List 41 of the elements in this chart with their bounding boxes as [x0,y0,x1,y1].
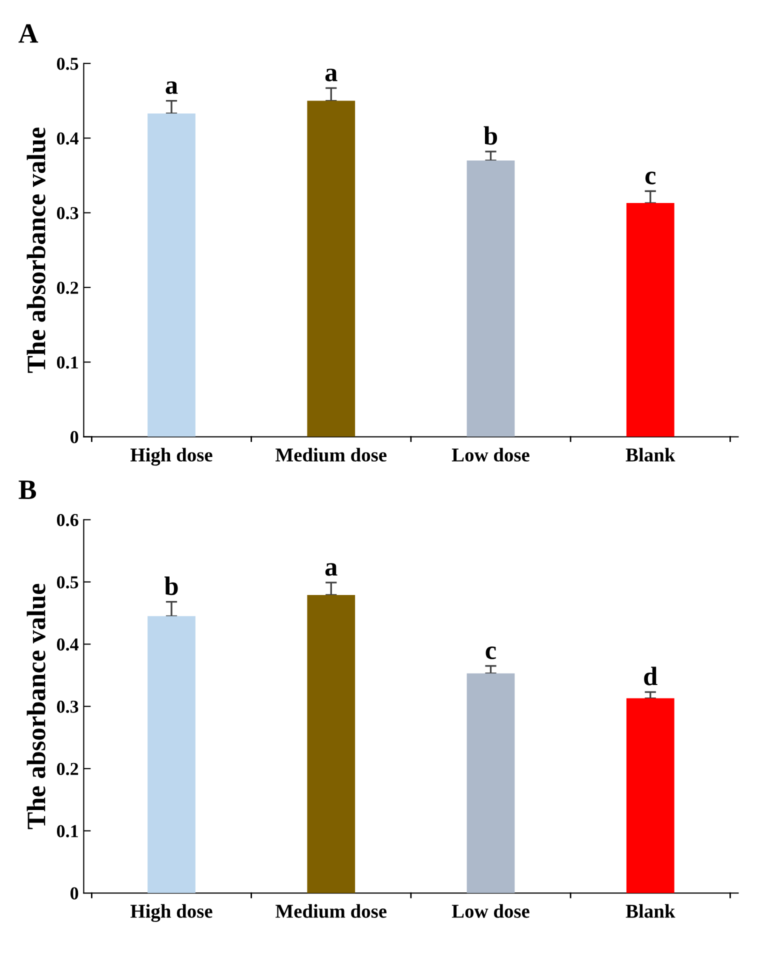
x-tick-label: Blank [626,904,676,918]
x-tick-label: Low dose [452,448,530,462]
bar [626,203,674,437]
bar [307,100,356,437]
chart-title: A [18,24,38,43]
y-tick-label: 0.2 [56,762,78,776]
bar [148,616,196,894]
y-axis-title: The absorbance value [26,128,46,373]
x-tick-label: Blank [626,448,676,462]
y-tick-label: 0.3 [56,207,78,220]
annotation: c [486,646,496,660]
x-tick-label: High dose [130,904,212,922]
x-tick-label: Medium dose [276,448,387,462]
annotation: b [484,126,498,145]
bar [466,673,515,894]
y-tick-label: 0.4 [56,132,79,145]
bar [626,698,674,894]
y-tick-label: 0.1 [56,825,78,838]
annotation: a [166,81,178,94]
y-tick-label: 0.1 [56,356,78,369]
y-tick-label: 0.3 [56,700,78,713]
y-axis-title: The absorbance value [26,584,46,830]
y-tick-label: 0.6 [56,514,78,526]
bar [466,160,515,437]
y-tick-label: 0 [70,431,78,444]
bar [148,113,196,437]
y-tick-label: 0.5 [56,576,78,588]
chart-title: B [18,480,36,499]
annotation: a [325,68,338,82]
x-tick-label: Medium dose [276,904,387,918]
annotation: c [645,172,656,184]
y-tick-label: 0.4 [56,638,79,651]
x-tick-label: Low dose [452,904,530,918]
annotation: d [644,666,658,686]
y-tick-label: 0.5 [56,58,78,70]
annotation: b [164,576,178,596]
annotation: a [325,563,338,576]
x-tick-label: High dose [130,448,212,466]
y-tick-label: 0.2 [56,282,78,294]
y-tick-label: 0 [70,887,78,900]
bar [307,595,356,894]
